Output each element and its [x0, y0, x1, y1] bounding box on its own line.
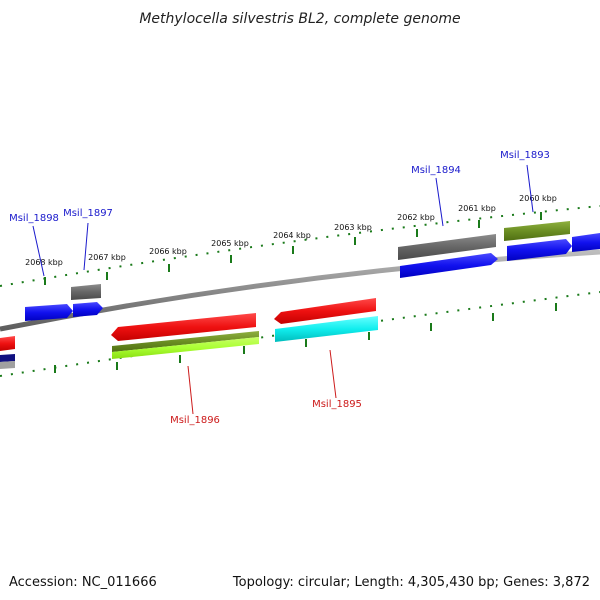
gene-label-msil-1894[interactable]: Msil_1894	[411, 165, 461, 176]
feature-msil-1897-gray[interactable]	[71, 284, 101, 300]
upper-major-ticks	[44, 212, 542, 285]
gene-labels: Msil_1893 Msil_1894 Msil_1895 Msil_1896 …	[9, 150, 550, 426]
feature-msil-1893-blue[interactable]	[507, 239, 572, 261]
gene-label-msil-1896[interactable]: Msil_1896	[170, 415, 220, 426]
gene-label-msil-1893[interactable]: Msil_1893	[500, 150, 550, 161]
leader-msil-1896	[187, 365, 194, 415]
feature-msil-1896-olive[interactable]	[112, 331, 259, 352]
leader-msil-1894	[435, 177, 444, 227]
tick-label-2064: 2064 kbp	[273, 231, 311, 240]
gene-label-msil-1895[interactable]: Msil_1895	[312, 399, 362, 410]
feature-msil-1897-blue[interactable]	[73, 302, 103, 317]
forward-strand-features	[25, 221, 600, 321]
genome-summary-text: Topology: circular; Length: 4,305,430 bp…	[232, 575, 590, 590]
leader-msil-1895	[329, 349, 337, 399]
feature-msil-1895-cyan[interactable]	[275, 316, 378, 342]
map-title: Methylocella silvestris BL2, complete ge…	[139, 11, 460, 27]
feature-msil-1895-red[interactable]	[274, 298, 376, 324]
tick-label-2067: 2067 kbp	[88, 253, 126, 262]
tick-label-2062: 2062 kbp	[397, 213, 435, 222]
tick-label-2063: 2063 kbp	[334, 223, 372, 232]
tick-label-2065: 2065 kbp	[211, 239, 249, 248]
tick-label-2061: 2061 kbp	[458, 204, 496, 213]
leader-msil-1893	[526, 164, 534, 213]
tick-labels: 2060 kbp 2061 kbp 2062 kbp 2063 kbp 2064…	[25, 194, 557, 267]
gene-label-msil-1898[interactable]: Msil_1898	[9, 213, 59, 224]
feature-msil-1894-gray[interactable]	[398, 234, 496, 260]
feature-msil-1893-olive[interactable]	[504, 221, 570, 241]
gene-label-msil-1897[interactable]: Msil_1897	[63, 208, 113, 219]
accession-text: Accession: NC_011666	[9, 575, 157, 590]
leader-msil-1898	[32, 225, 45, 277]
feature-edge-gray[interactable]	[0, 361, 15, 369]
tick-label-2060: 2060 kbp	[519, 194, 557, 203]
feature-msil-1896-lime[interactable]	[112, 337, 259, 359]
feature-msil-1898-blue[interactable]	[25, 304, 73, 321]
reverse-strand-features	[0, 298, 378, 369]
feature-edge-blue[interactable]	[572, 233, 600, 252]
tick-label-2068: 2068 kbp	[25, 258, 63, 267]
leader-msil-1897	[83, 222, 89, 271]
lower-major-ticks	[54, 303, 557, 373]
label-leaders	[32, 164, 534, 415]
feature-msil-1896-red[interactable]	[111, 313, 256, 341]
feature-edge-navy[interactable]	[0, 354, 15, 362]
feature-msil-1894-blue[interactable]	[400, 253, 498, 278]
feature-edge-red[interactable]	[0, 336, 15, 351]
tick-label-2066: 2066 kbp	[149, 247, 187, 256]
